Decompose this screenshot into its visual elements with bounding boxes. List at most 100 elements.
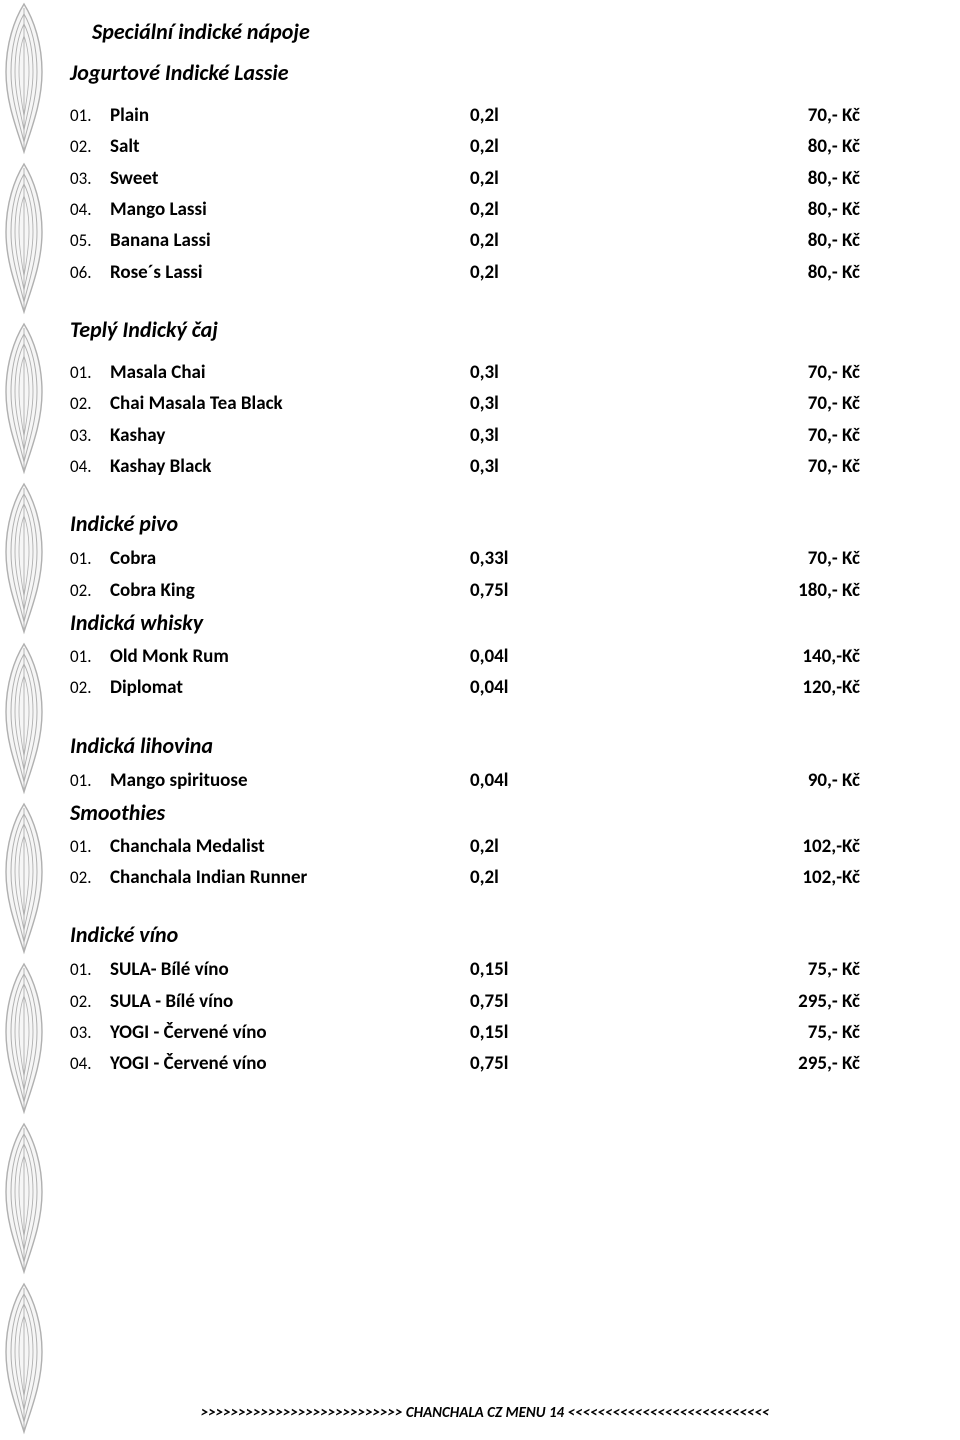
row-volume: 0,3l: [470, 388, 670, 419]
row-volume: 0,2l: [470, 225, 670, 256]
row-volume: 0,75l: [470, 986, 670, 1017]
row-volume: 0,04l: [470, 765, 670, 796]
row-number: 01.: [70, 767, 110, 795]
row-price: 80,- Kč: [670, 194, 900, 225]
menu-row: 06.Rose´s Lassi0,2l80,- Kč: [70, 257, 900, 288]
section-title: Indická lihovina: [70, 732, 900, 759]
row-price: 180,- Kč: [670, 575, 900, 606]
row-volume: 0,2l: [470, 100, 670, 131]
row-number: 02.: [70, 577, 110, 605]
section-title: Indické víno: [70, 921, 900, 948]
row-price: 80,- Kč: [670, 163, 900, 194]
row-number: 01.: [70, 545, 110, 573]
row-name: Sweet: [110, 163, 470, 194]
row-volume: 0,3l: [470, 451, 670, 482]
row-price: 70,- Kč: [670, 451, 900, 482]
menu-section: Teplý Indický čaj01.Masala Chai0,3l70,- …: [70, 316, 900, 482]
row-volume: 0,2l: [470, 862, 670, 893]
row-name: Kashay Black: [110, 451, 470, 482]
menu-row: 04.Kashay Black0,3l70,- Kč: [70, 451, 900, 482]
section-title: Indické pivo: [70, 510, 900, 537]
row-price: 120,-Kč: [670, 672, 900, 703]
menu-row: 05.Banana Lassi0,2l80,- Kč: [70, 225, 900, 256]
row-name: Cobra King: [110, 575, 470, 606]
menu-row: 01.SULA- Bílé víno0,15l75,- Kč: [70, 954, 900, 985]
row-name: YOGI - Červené víno: [110, 1048, 470, 1079]
row-price: 295,- Kč: [670, 986, 900, 1017]
row-price: 295,- Kč: [670, 1048, 900, 1079]
row-number: 01.: [70, 359, 110, 387]
menu-section: Indická lihovina 01.Mango spirituose0,04l…: [70, 732, 900, 894]
row-name: Banana Lassi: [110, 225, 470, 256]
row-name: SULA- Bílé víno: [110, 954, 470, 985]
row-name: Kashay: [110, 420, 470, 451]
menu-row: 02.Cobra King0,75l180,- Kč: [70, 575, 900, 606]
row-price: 102,-Kč: [670, 862, 900, 893]
row-number: 04.: [70, 453, 110, 481]
row-number: 01.: [70, 643, 110, 671]
page-footer: >>>>>>>>>>>>>>>>>>>>>>>>>>> CHANCHALA CZ…: [70, 1404, 900, 1422]
menu-section: Indické pivo01.Cobra0,33l70,- Kč02.Cobra…: [70, 510, 900, 703]
menu-row: 04.YOGI - Červené víno0,75l295,- Kč: [70, 1048, 900, 1079]
row-price: 75,- Kč: [670, 954, 900, 985]
row-name: SULA - Bílé víno: [110, 986, 470, 1017]
row-price: 70,- Kč: [670, 543, 900, 574]
row-price: 80,- Kč: [670, 225, 900, 256]
row-volume: 0,75l: [470, 1048, 670, 1079]
row-price: 70,- Kč: [670, 100, 900, 131]
row-name: Diplomat: [110, 672, 470, 703]
row-price: 70,- Kč: [670, 388, 900, 419]
row-number: 04.: [70, 196, 110, 224]
row-number: 01.: [70, 833, 110, 861]
menu-row: 04.Mango Lassi0,2l80,- Kč: [70, 194, 900, 225]
row-name: Chai Masala Tea Black: [110, 388, 470, 419]
row-number: 01.: [70, 956, 110, 984]
menu-row: 02.Chai Masala Tea Black0,3l70,- Kč: [70, 388, 900, 419]
row-number: 02.: [70, 864, 110, 892]
row-volume: 0,3l: [470, 357, 670, 388]
section-title: Indická whisky: [70, 608, 900, 639]
menu-row: 02.Salt0,2l80,- Kč: [70, 131, 900, 162]
row-price: 70,- Kč: [670, 357, 900, 388]
menu-row: 03.Kashay0,3l70,- Kč: [70, 420, 900, 451]
menu-row: 03.Sweet0,2l80,- Kč: [70, 163, 900, 194]
border-svg: [0, 0, 48, 1440]
row-number: 06.: [70, 259, 110, 287]
row-volume: 0,75l: [470, 575, 670, 606]
row-price: 70,- Kč: [670, 420, 900, 451]
menu-row: 01.Cobra0,33l70,- Kč: [70, 543, 900, 574]
row-name: Salt: [110, 131, 470, 162]
menu-section: Jogurtové Indické Lassie01.Plain0,2l70,-…: [70, 59, 900, 288]
page-title: Speciální indické nápoje: [92, 18, 900, 45]
row-price: 90,- Kč: [670, 765, 900, 796]
page-content: Speciální indické nápoje Jogurtové Indic…: [70, 18, 900, 1108]
row-number: 03.: [70, 165, 110, 193]
row-volume: 0,3l: [470, 420, 670, 451]
row-price: 140,-Kč: [670, 641, 900, 672]
row-number: 02.: [70, 133, 110, 161]
row-volume: 0,2l: [470, 131, 670, 162]
menu-row: 01.Masala Chai0,3l70,- Kč: [70, 357, 900, 388]
row-volume: 0,04l: [470, 672, 670, 703]
row-name: Plain: [110, 100, 470, 131]
menu-row: 01.Mango spirituose0,04l90,- Kč: [70, 765, 900, 796]
row-price: 80,- Kč: [670, 131, 900, 162]
row-name: YOGI - Červené víno: [110, 1017, 470, 1048]
section-title: Teplý Indický čaj: [70, 316, 900, 343]
row-number: 02.: [70, 390, 110, 418]
row-price: 75,- Kč: [670, 1017, 900, 1048]
menu-row: 02.SULA - Bílé víno0,75l295,- Kč: [70, 986, 900, 1017]
section-title: Smoothies: [70, 798, 900, 829]
row-price: 80,- Kč: [670, 257, 900, 288]
menu-row: 01.Plain0,2l70,- Kč: [70, 100, 900, 131]
row-number: 05.: [70, 227, 110, 255]
menu-row: 02.Diplomat0,04l120,-Kč: [70, 672, 900, 703]
row-name: Masala Chai: [110, 357, 470, 388]
row-name: Old Monk Rum: [110, 641, 470, 672]
menu-section: Indické víno 01.SULA- Bílé víno0,15l75,- …: [70, 921, 900, 1079]
row-volume: 0,2l: [470, 194, 670, 225]
row-volume: 0,2l: [470, 163, 670, 194]
row-name: Cobra: [110, 543, 470, 574]
menu-row: 03.YOGI - Červené víno0,15l75,- Kč: [70, 1017, 900, 1048]
row-number: 03.: [70, 1019, 110, 1047]
